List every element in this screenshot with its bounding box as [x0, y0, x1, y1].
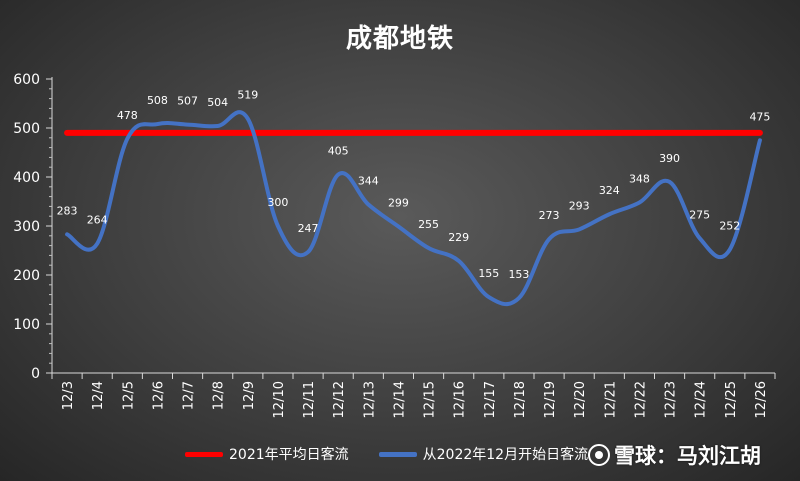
data-label: 247	[298, 222, 319, 235]
legend-item-daily-2022: 从2022年12月开始日客流	[378, 444, 589, 464]
legend-label-avg-2021: 2021年平均日客流	[229, 447, 349, 463]
axes	[51, 77, 775, 374]
x-tick-label: 12/25	[724, 381, 739, 418]
series-layer	[64, 110, 763, 307]
x-tick-label: 12/24	[694, 381, 709, 418]
x-tick-label: 12/6	[151, 381, 166, 410]
x-tick-label: 12/19	[543, 381, 558, 418]
y-tick-label: 600	[13, 72, 40, 88]
x-tick-label: 12/17	[483, 381, 498, 418]
y-tick-label: 100	[13, 317, 40, 333]
data-label: 155	[478, 267, 499, 280]
x-tick-label: 12/5	[121, 381, 136, 410]
data-label: 475	[749, 110, 770, 123]
x-tick-label: 12/13	[362, 381, 377, 418]
legend-swatch-blue	[378, 451, 417, 457]
legend-swatch-red	[185, 451, 223, 457]
legend-item-avg-2021: 2021年平均日客流	[185, 444, 349, 464]
x-tick-label: 12/23	[664, 381, 679, 418]
x-tick-label: 12/7	[182, 381, 197, 410]
x-tick-label: 12/22	[633, 381, 648, 418]
chart-title: 成都地铁	[345, 24, 454, 54]
y-tick-label: 0	[31, 366, 40, 382]
data-label: 153	[508, 268, 529, 281]
data-label: 293	[569, 199, 590, 212]
x-tick-label: 12/15	[423, 381, 438, 418]
data-label: 252	[719, 220, 740, 233]
data-label: 405	[328, 145, 349, 158]
x-tick-label: 12/9	[242, 381, 257, 410]
x-tick-label: 12/16	[453, 381, 468, 418]
watermark-text: 雪球：马刘江胡	[614, 444, 761, 468]
data-label: 390	[659, 152, 680, 165]
series-line-daily-2022	[65, 110, 762, 307]
y-tick-label: 300	[13, 219, 40, 235]
y-tick-label: 200	[13, 268, 40, 284]
y-tick-label: 500	[13, 121, 40, 137]
data-label: 348	[629, 172, 650, 185]
x-tick-label: 12/20	[573, 381, 588, 418]
data-label: 300	[267, 196, 288, 209]
x-tick-label: 12/26	[754, 381, 769, 418]
data-label: 344	[358, 174, 379, 187]
data-label: 507	[177, 95, 198, 108]
x-tick-label: 12/21	[603, 381, 618, 418]
x-axis: 12/3 12/4 12/5 12/6 12/7 12/8 12/9 12/10 12/11 12…	[51, 373, 776, 418]
data-label: 299	[388, 196, 409, 209]
data-label: 275	[689, 208, 710, 221]
legend: 2021年平均日客流 从2022年12月开始日客流	[185, 443, 618, 465]
data-label: 478	[117, 109, 138, 122]
data-labels: 283 264 478 508 507 504 519 300 247 405 344 299 255 2…	[57, 89, 771, 281]
data-label: 283	[57, 204, 78, 217]
data-label: 229	[448, 231, 469, 244]
data-label: 264	[87, 214, 108, 227]
x-tick-label: 12/11	[302, 381, 317, 418]
data-label: 324	[599, 184, 620, 197]
x-tick-label: 12/10	[272, 381, 287, 418]
legend-label-daily-2022: 从2022年12月开始日客流	[422, 447, 589, 463]
y-axis: 0 100 200 300 400 500 600	[13, 72, 52, 382]
data-label: 255	[418, 218, 439, 231]
x-tick-label: 12/3	[61, 381, 76, 410]
x-tick-label: 12/12	[332, 381, 347, 418]
data-label: 519	[237, 89, 258, 102]
x-tick-label: 12/18	[513, 381, 528, 418]
data-label: 508	[147, 94, 168, 107]
y-tick-label: 400	[13, 170, 40, 186]
x-tick-label: 12/14	[392, 381, 407, 418]
x-tick-label: 12/8	[212, 381, 227, 410]
data-label: 273	[539, 209, 560, 222]
snowball-logo-icon	[588, 444, 610, 466]
watermark: 雪球：马刘江胡	[588, 440, 761, 470]
data-label: 504	[207, 96, 228, 109]
x-tick-label: 12/4	[91, 381, 106, 410]
